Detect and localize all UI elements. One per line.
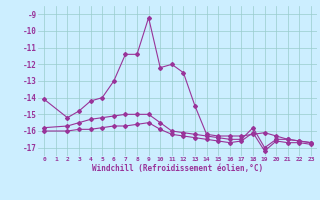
X-axis label: Windchill (Refroidissement éolien,°C): Windchill (Refroidissement éolien,°C) <box>92 164 263 173</box>
